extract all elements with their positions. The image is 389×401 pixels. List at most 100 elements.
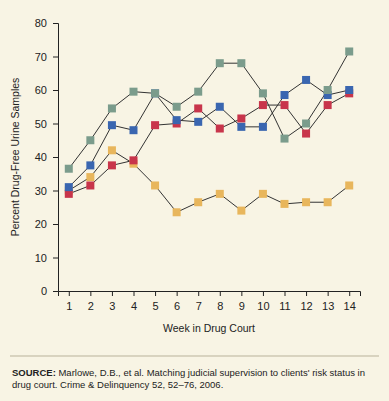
series-line <box>69 93 349 194</box>
y-tick: 70 <box>35 51 58 63</box>
y-tick: 20 <box>35 218 58 230</box>
x-tick-label: 5 <box>153 300 159 312</box>
y-axis-line <box>53 24 59 292</box>
point <box>324 101 332 109</box>
point <box>345 47 353 55</box>
x-axis-line <box>59 292 361 297</box>
x-tick-mark <box>263 291 264 296</box>
point <box>237 123 245 131</box>
x-tick-mark <box>306 291 307 296</box>
x-tick-label: 1 <box>66 300 72 312</box>
x-tick-label: 11 <box>279 300 290 312</box>
separator <box>10 356 379 357</box>
point <box>108 121 116 129</box>
x-tick: 11 <box>279 291 290 312</box>
x-tick: 6 <box>174 291 180 312</box>
point <box>237 59 245 67</box>
y-tick-mark <box>53 224 58 225</box>
point <box>216 190 224 198</box>
x-tick: 4 <box>131 291 137 312</box>
x-tick: 7 <box>196 291 202 312</box>
x-tick-label: 4 <box>131 300 137 312</box>
point <box>345 181 353 189</box>
x-tick: 3 <box>109 291 115 312</box>
point <box>65 183 73 191</box>
y-tick-mark <box>53 191 58 192</box>
point <box>216 103 224 111</box>
x-tick-label: 12 <box>300 300 312 312</box>
y-tick: 30 <box>35 185 58 197</box>
point <box>237 114 245 122</box>
x-axis-title: Week in Drug Court <box>163 322 255 334</box>
x-tick: 10 <box>257 291 269 312</box>
x-tick: 1 <box>66 291 72 312</box>
point <box>151 181 159 189</box>
point <box>281 91 289 99</box>
point <box>194 88 202 96</box>
x-tick-mark <box>349 291 350 296</box>
y-tick: 10 <box>35 252 58 264</box>
point <box>237 207 245 215</box>
x-tick-mark <box>241 291 242 296</box>
point <box>130 126 138 134</box>
point <box>65 165 73 173</box>
point <box>302 130 310 138</box>
y-tick: 60 <box>35 84 58 96</box>
y-tick-label: 70 <box>35 51 47 63</box>
x-tick: 2 <box>88 291 94 312</box>
y-tick-mark <box>53 124 58 125</box>
point <box>108 104 116 112</box>
x-tick-mark <box>134 291 135 296</box>
point <box>324 86 332 94</box>
point <box>324 198 332 206</box>
x-tick-mark <box>220 291 221 296</box>
point <box>151 89 159 97</box>
y-tick: 50 <box>35 118 58 130</box>
y-tick-label: 80 <box>35 17 47 29</box>
point <box>86 173 94 181</box>
point <box>86 181 94 189</box>
point <box>302 120 310 128</box>
point <box>281 200 289 208</box>
x-tick-mark <box>285 291 286 296</box>
y-tick: 80 <box>35 17 58 29</box>
x-tick-mark <box>328 291 329 296</box>
x-tick: 13 <box>322 291 334 312</box>
point <box>173 208 181 216</box>
point <box>108 146 116 154</box>
point <box>281 135 289 143</box>
point <box>108 161 116 169</box>
point <box>130 156 138 164</box>
x-tick-mark <box>112 291 113 296</box>
y-tick-mark <box>53 258 58 259</box>
point <box>302 76 310 84</box>
series-line <box>69 80 349 187</box>
point <box>216 59 224 67</box>
x-tick-mark <box>198 291 199 296</box>
x-tick: 14 <box>344 291 356 312</box>
x-tick-label: 9 <box>239 300 245 312</box>
y-tick-mark <box>53 157 58 158</box>
x-tick-label: 14 <box>344 300 356 312</box>
series-line <box>69 51 349 168</box>
x-tick-label: 13 <box>322 300 334 312</box>
point <box>86 161 94 169</box>
point <box>173 116 181 124</box>
x-tick-mark <box>69 291 70 296</box>
point <box>130 88 138 96</box>
y-tick-label: 20 <box>35 218 47 230</box>
point <box>259 190 267 198</box>
chart: 010203040506070801234567891011121314Perc… <box>0 0 389 401</box>
y-tick-label: 50 <box>35 118 47 130</box>
data <box>65 47 353 216</box>
point <box>173 103 181 111</box>
point <box>194 118 202 126</box>
y-tick-mark <box>53 57 58 58</box>
y-tick-label: 10 <box>35 252 47 264</box>
y-axis-title: Percent Drug-Free Urine Samples <box>9 78 21 237</box>
y-tick-label: 40 <box>35 151 47 163</box>
y-tick: 0 <box>41 285 58 297</box>
y-tick-mark <box>53 291 58 292</box>
x-tick-label: 7 <box>196 300 202 312</box>
point <box>345 86 353 94</box>
